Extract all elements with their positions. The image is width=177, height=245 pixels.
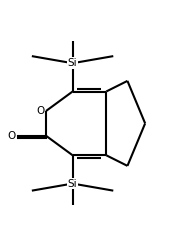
Text: O: O — [36, 106, 44, 116]
Text: Si: Si — [68, 58, 77, 68]
Text: Si: Si — [68, 179, 77, 189]
Text: O: O — [8, 131, 16, 141]
